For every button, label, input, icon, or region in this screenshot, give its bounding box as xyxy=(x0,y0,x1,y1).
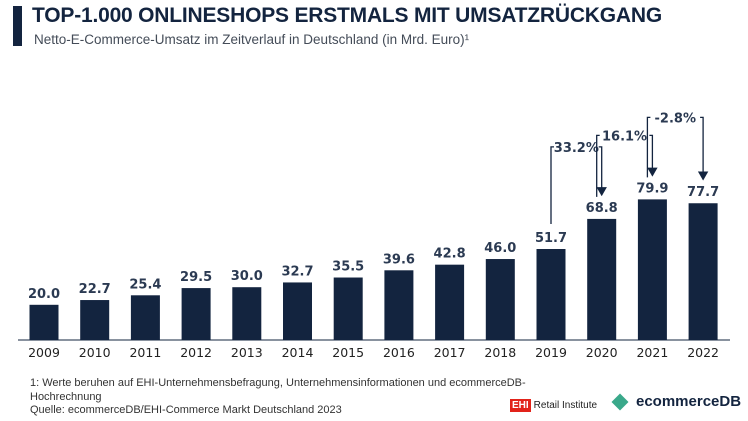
annotation-line-1 xyxy=(596,134,600,197)
ecommercedb-icon xyxy=(611,393,629,410)
chart-title: TOP-1.000 ONLINESHOPS ERSTMALS MIT UMSAT… xyxy=(32,4,662,27)
data-label-2019: 51.7 xyxy=(535,231,567,246)
footnote: 1: Werte beruhen auf EHI-Unternehmensbef… xyxy=(30,377,526,389)
bar-chart: 20.0 2009 22.7 2010 25.4 2011 29.5 2012 30.0 2013… xyxy=(18,111,730,360)
tick-label-2009: 2009 xyxy=(28,345,60,360)
data-label-2021: 79.9 xyxy=(636,181,668,196)
tick-label-2021: 2021 xyxy=(636,345,668,360)
data-label-2022: 77.7 xyxy=(687,185,719,200)
tick-label-2019: 2019 xyxy=(535,345,567,360)
annotation-arrow-1 xyxy=(647,134,658,177)
data-label-2020: 68.8 xyxy=(586,201,618,216)
bar-2010 xyxy=(80,300,110,340)
tick-label-2014: 2014 xyxy=(282,345,314,360)
bar-2020 xyxy=(587,218,617,340)
bar-2013 xyxy=(232,287,262,340)
data-label-2017: 42.8 xyxy=(434,247,466,262)
tick-label-2017: 2017 xyxy=(434,345,466,360)
annotation-arrow-2 xyxy=(697,116,709,181)
annotation-label-2: -2.8% xyxy=(655,111,696,126)
title-accent xyxy=(13,6,22,46)
bar-2022 xyxy=(688,203,718,340)
tick-label-2018: 2018 xyxy=(484,345,516,360)
tick-label-2013: 2013 xyxy=(231,345,263,360)
bar-2015 xyxy=(333,277,363,340)
annotation-arrow-0 xyxy=(596,146,607,197)
footnote-cont: Hochrechnung xyxy=(30,391,102,403)
bar-2016 xyxy=(384,270,414,340)
data-label-2012: 29.5 xyxy=(180,270,212,285)
data-label-2014: 32.7 xyxy=(281,264,313,279)
data-label-2009: 20.0 xyxy=(28,287,60,302)
bar-2021 xyxy=(637,199,667,340)
bar-2017 xyxy=(435,264,465,340)
bar-2009 xyxy=(29,304,59,340)
tick-label-2016: 2016 xyxy=(383,345,415,360)
bar-2014 xyxy=(283,282,312,340)
chart-subtitle: Netto-E-Commerce-Umsatz im Zeitverlauf i… xyxy=(34,32,470,47)
tick-label-2015: 2015 xyxy=(332,345,364,360)
annotation-line-2 xyxy=(646,116,651,178)
ecommercedb-logo: ecommerceDB xyxy=(611,393,741,410)
tick-label-2012: 2012 xyxy=(180,345,212,360)
data-label-2016: 39.6 xyxy=(383,252,415,267)
tick-label-2020: 2020 xyxy=(586,345,618,360)
bar-2018 xyxy=(485,259,515,340)
tick-label-2011: 2011 xyxy=(129,345,161,360)
annotation-label-1: 16.1% xyxy=(602,129,647,144)
tick-label-2010: 2010 xyxy=(79,345,111,360)
source: Quelle: ecommerceDB/EHI-Commerce Markt D… xyxy=(30,404,342,416)
data-label-2018: 46.0 xyxy=(484,241,516,256)
data-label-2010: 22.7 xyxy=(79,282,111,297)
data-label-2011: 25.4 xyxy=(129,277,161,292)
tick-label-2022: 2022 xyxy=(687,345,719,360)
ehi-logo: EHI Retail Institute xyxy=(510,399,598,412)
annotation-line-0 xyxy=(550,146,554,225)
bar-2011 xyxy=(130,295,160,340)
bar-2012 xyxy=(181,288,211,340)
bar-2019 xyxy=(536,249,566,340)
annotation-label-0: 33.2% xyxy=(554,141,599,156)
data-label-2013: 30.0 xyxy=(231,269,263,284)
data-label-2015: 35.5 xyxy=(332,260,364,275)
